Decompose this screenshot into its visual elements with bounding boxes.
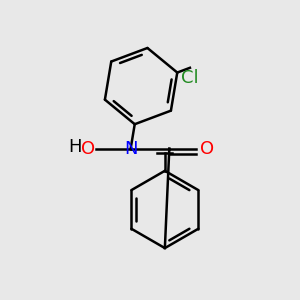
Text: Cl: Cl [181, 69, 199, 87]
Text: O: O [200, 140, 214, 158]
Text: N: N [124, 140, 137, 158]
Text: O: O [81, 140, 95, 158]
Text: H: H [68, 138, 82, 156]
